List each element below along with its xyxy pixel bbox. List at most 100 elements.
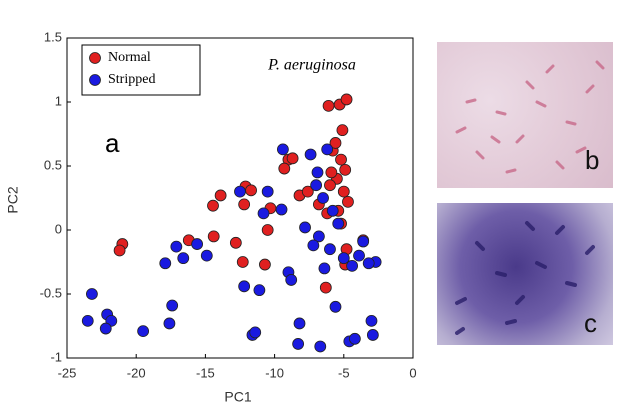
x-tick-label: -15: [196, 365, 215, 380]
point: [81, 314, 94, 327]
point: [321, 143, 334, 156]
point: [325, 166, 338, 179]
chart-title: P. aeruginosa: [267, 57, 356, 74]
point: [318, 262, 331, 275]
photo-texture: [455, 221, 595, 335]
point: [86, 288, 98, 300]
point: [261, 185, 274, 198]
legend-label: Normal: [108, 50, 151, 65]
point: [307, 239, 320, 252]
y-tick-label: -0.5: [40, 285, 62, 300]
point: [317, 192, 329, 204]
point: [257, 207, 270, 220]
point: [337, 252, 350, 265]
marks: [81, 93, 382, 353]
point: [322, 99, 335, 112]
chart: -25 -20 -15 -10 -5 0 -1 -0.5 0 0.5 1 1.5 Normal Stri…: [5, 29, 417, 405]
legend: Normal Stripped: [89, 50, 155, 87]
point: [326, 204, 339, 217]
x-tick-label: -25: [58, 365, 77, 380]
point: [304, 148, 317, 161]
point: [292, 338, 305, 350]
point: [207, 199, 219, 212]
point: [238, 280, 251, 293]
legend-box: [81, 44, 201, 96]
point: [245, 184, 257, 197]
x-axis-label: PC1: [224, 389, 251, 405]
point: [277, 143, 289, 156]
point: [275, 203, 288, 216]
panel-label: a: [105, 128, 120, 158]
point: [170, 240, 183, 253]
legend-label: Stripped: [108, 72, 155, 87]
point: [249, 326, 262, 339]
point: [353, 249, 365, 262]
photo-label: b: [585, 145, 600, 175]
y-tick-label: 1: [55, 93, 62, 108]
y-tick-label: 1.5: [44, 29, 62, 44]
point: [301, 185, 314, 198]
x-tick-label: -20: [127, 365, 146, 380]
point: [329, 300, 342, 313]
point: [365, 314, 378, 327]
point: [238, 198, 251, 211]
point: [207, 230, 220, 243]
point: [113, 244, 126, 257]
point: [253, 284, 266, 297]
point: [299, 221, 311, 234]
point: [348, 332, 361, 345]
photo-stripped: [437, 203, 613, 345]
point: [278, 162, 291, 175]
point: [312, 230, 325, 243]
y-tick-label: -1: [50, 349, 62, 364]
point: [286, 152, 299, 165]
point: [285, 274, 298, 286]
point: [159, 257, 172, 270]
point: [259, 258, 271, 271]
point: [329, 137, 342, 149]
point: [137, 325, 150, 338]
point: [336, 124, 349, 137]
point: [177, 252, 190, 265]
y-tick-label: 0: [55, 221, 62, 236]
point: [324, 243, 336, 256]
point: [332, 217, 345, 230]
point: [166, 299, 179, 312]
point: [335, 153, 347, 166]
point: [191, 238, 203, 250]
photo-label: c: [584, 308, 597, 338]
point: [314, 340, 327, 353]
point: [310, 179, 323, 192]
point: [357, 235, 370, 248]
x-tick-label: -10: [265, 365, 284, 380]
x-tick-label: -5: [338, 365, 350, 380]
point: [214, 189, 227, 202]
legend-marker: [89, 52, 101, 64]
axes: -25 -20 -15 -10 -5 0 -1 -0.5 0 0.5 1 1.5: [40, 29, 417, 380]
point: [366, 329, 379, 341]
legend-marker: [89, 74, 101, 86]
point: [311, 166, 324, 179]
point: [339, 163, 352, 176]
y-axis-label: PC2: [5, 186, 21, 213]
point: [324, 179, 336, 192]
point: [261, 224, 274, 236]
point: [319, 281, 332, 294]
point: [337, 185, 350, 198]
point: [236, 256, 249, 268]
photo-normal: [437, 42, 613, 188]
photo-texture: [455, 60, 605, 174]
point: [200, 249, 213, 262]
point: [340, 93, 353, 106]
point: [163, 317, 176, 330]
point: [234, 185, 246, 198]
point: [362, 257, 375, 270]
point: [99, 322, 112, 335]
y-tick-label: 0.5: [44, 157, 62, 172]
point: [342, 195, 354, 208]
point: [293, 317, 306, 330]
x-tick-label: 0: [409, 365, 416, 380]
point: [346, 259, 359, 272]
point: [229, 236, 242, 249]
